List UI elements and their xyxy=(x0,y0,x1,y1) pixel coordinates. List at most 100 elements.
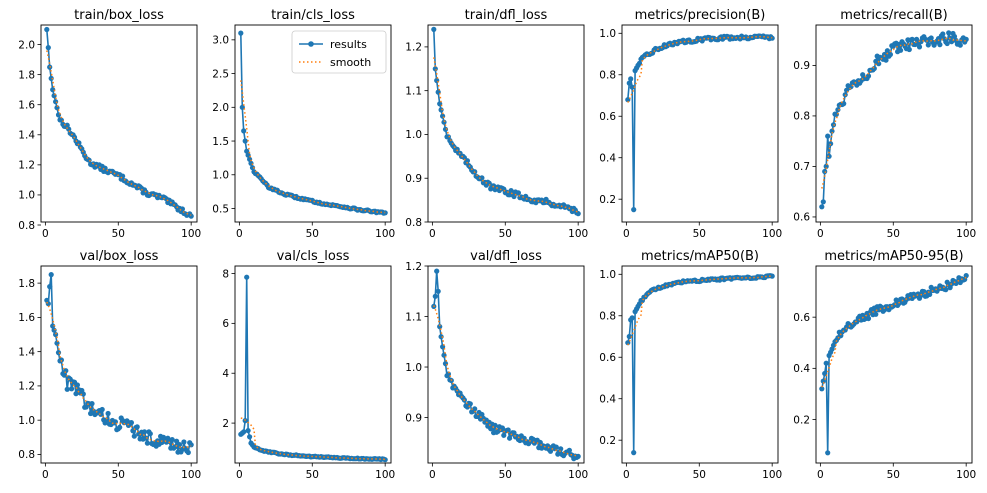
x-tick-label: 100 xyxy=(375,228,395,240)
results-point xyxy=(575,453,581,459)
y-tick-label: 6 xyxy=(222,318,229,330)
results-point xyxy=(55,350,62,356)
y-tick-label: 0.5 xyxy=(212,203,229,215)
results-point xyxy=(382,457,388,463)
x-tick-label: 0 xyxy=(623,228,630,240)
results-point xyxy=(876,61,882,67)
results-point xyxy=(45,45,51,51)
y-tick-label: 1.2 xyxy=(18,381,35,393)
y-tick-label: 0.6 xyxy=(793,212,810,224)
results-line xyxy=(627,274,773,453)
results-point xyxy=(53,331,59,338)
results-point xyxy=(636,60,643,66)
results-point xyxy=(884,48,891,54)
axes-frame xyxy=(621,265,779,464)
results-point xyxy=(242,138,248,144)
results-point xyxy=(829,128,835,134)
results-point xyxy=(244,274,250,280)
x-tick-label: 0 xyxy=(42,469,49,481)
x-tick-label: 0 xyxy=(236,469,243,481)
y-tick-label: 1.0 xyxy=(599,269,616,281)
results-point xyxy=(64,122,70,128)
results-point xyxy=(188,213,194,219)
results-point xyxy=(128,420,134,426)
smooth-line xyxy=(240,417,386,461)
results-point xyxy=(909,36,915,42)
results-point xyxy=(631,207,637,213)
results-point xyxy=(507,435,513,441)
legend-results-marker xyxy=(308,41,314,47)
results-point xyxy=(916,44,923,50)
results-line xyxy=(240,277,386,461)
axes-frame xyxy=(40,24,198,223)
subplot-10: metrics/mAP50-95(B) 0 50 100 0.2 0.4 0.6 xyxy=(793,249,976,481)
results-point xyxy=(53,99,59,105)
x-tick-label: 0 xyxy=(817,469,824,481)
y-tick-label: 1.0 xyxy=(212,170,229,182)
results-point xyxy=(626,80,632,86)
x-tick-label: 100 xyxy=(375,469,395,481)
results-point xyxy=(937,42,943,48)
results-point xyxy=(143,435,149,441)
smooth-line xyxy=(821,37,967,189)
results-point xyxy=(382,210,388,216)
results-point xyxy=(515,190,522,196)
subplot-3: train/dfl_loss 0 50 100 0.8 0.9 1.0 1.1 1.2 xyxy=(405,8,588,240)
results-point xyxy=(144,440,150,446)
results-line xyxy=(433,29,579,215)
results-point xyxy=(835,107,841,113)
y-tick-label: 0.8 xyxy=(405,217,422,229)
results-point xyxy=(47,284,53,290)
y-tick-label: 2.0 xyxy=(18,39,35,51)
results-point xyxy=(830,122,837,128)
y-tick-label: 0.9 xyxy=(793,60,810,72)
results-point xyxy=(105,410,111,417)
x-tick-label: 50 xyxy=(306,469,319,481)
y-tick-label: 0.9 xyxy=(405,412,422,424)
results-point xyxy=(464,158,470,164)
x-tick-label: 100 xyxy=(568,469,588,481)
results-point xyxy=(501,432,507,438)
results-point xyxy=(117,424,123,430)
results-point xyxy=(86,157,92,163)
x-tick-label: 50 xyxy=(112,469,125,481)
subplot-title: train/box_loss xyxy=(74,8,164,23)
results-point xyxy=(927,291,933,297)
results-point xyxy=(860,72,866,78)
y-tick-label: 1.4 xyxy=(18,130,35,142)
subplot-title: train/cls_loss xyxy=(271,8,355,23)
results-point xyxy=(553,444,559,450)
results-point xyxy=(174,438,180,444)
results-point xyxy=(537,439,543,446)
results-point xyxy=(69,386,75,392)
subplot-9: metrics/mAP50(B) 0 50 100 0.2 0.4 0.6 0.8 1.0 xyxy=(599,249,782,481)
results-point xyxy=(48,75,54,81)
y-tick-label: 0.2 xyxy=(599,435,616,447)
y-tick-label: 1.0 xyxy=(18,415,35,427)
results-point xyxy=(245,428,251,434)
x-tick-label: 50 xyxy=(112,228,125,240)
subplot-2: train/cls_loss 0 50 100 0.5 1.0 1.5 2.0 2.5 3.0 re… xyxy=(212,8,395,240)
results-point xyxy=(951,33,958,40)
results-point xyxy=(963,273,969,279)
results-point xyxy=(865,73,872,79)
axes-frame xyxy=(815,24,973,223)
y-tick-label: 0.6 xyxy=(793,312,810,324)
x-tick-label: 100 xyxy=(181,228,201,240)
results-point xyxy=(50,87,56,93)
results-point xyxy=(558,446,564,452)
results-point xyxy=(241,429,247,435)
results-point xyxy=(940,31,946,37)
x-tick-label: 100 xyxy=(762,469,782,481)
results-point xyxy=(431,26,437,32)
axes-frame xyxy=(427,24,585,223)
results-point xyxy=(179,206,185,212)
results-point xyxy=(479,175,485,181)
subplot-title: val/dfl_loss xyxy=(470,249,542,264)
x-tick-label: 100 xyxy=(762,228,782,240)
subplot-1: train/box_loss 0 50 100 0.8 1.0 1.2 1.4 1.6 1.8 2.… xyxy=(18,8,201,240)
x-tick-label: 0 xyxy=(623,469,630,481)
y-tick-label: 1.4 xyxy=(18,346,35,358)
subplot-title: metrics/recall(B) xyxy=(840,8,947,23)
x-tick-label: 0 xyxy=(429,469,436,481)
